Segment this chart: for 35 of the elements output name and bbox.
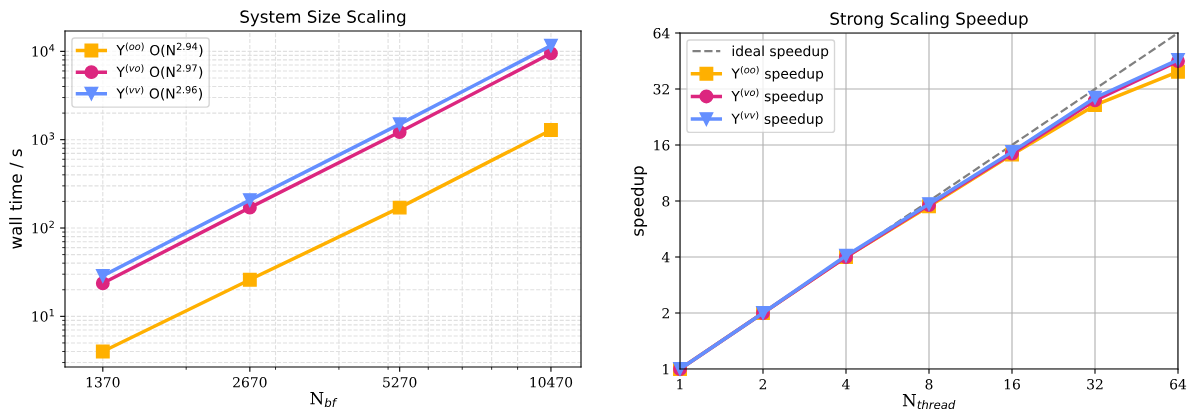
x-tick-label: 2670 xyxy=(233,376,267,388)
x-axis-title: N$_{bf}$ xyxy=(310,392,338,408)
y-tick-label: 64 xyxy=(653,27,670,39)
legend-label: ideal speedup xyxy=(732,45,829,59)
legend-label: Y$^{(oo)}$ O(N$^{2.94}$) xyxy=(116,42,203,58)
x-tick-label: 1370 xyxy=(86,376,120,388)
y-tick-label: 32 xyxy=(653,83,669,95)
x-tick-label: 16 xyxy=(1004,378,1020,390)
x-tick-label: 64 xyxy=(1170,378,1187,390)
chart-title: System Size Scaling xyxy=(240,10,406,27)
y-tick-label: 1 xyxy=(663,363,669,375)
legend-label: Y$^{(vo)}$ speedup xyxy=(731,88,823,105)
chart-title: Strong Scaling Speedup xyxy=(830,12,1028,29)
x-tick-label: 10470 xyxy=(530,376,573,388)
x-tick-label: 2 xyxy=(759,378,767,390)
x-axis-title: N$_{thread}$ xyxy=(902,394,956,410)
x-tick-label: 8 xyxy=(925,378,933,390)
x-tick-label: 1 xyxy=(677,378,683,390)
y-tick-label: 8 xyxy=(662,195,670,207)
y-tick-label: 2 xyxy=(662,307,669,319)
x-tick-label: 5270 xyxy=(383,376,417,388)
y-tick-label: 10$^{2}$ xyxy=(32,220,54,234)
legend-label: Y$^{(vo)}$ O(N$^{2.97}$) xyxy=(116,64,203,79)
x-tick-label: 32 xyxy=(1087,378,1103,390)
y-tick-label: 10$^{1}$ xyxy=(32,309,54,322)
y-tick-label: 16 xyxy=(654,139,670,151)
y-axis-title: wall time / s xyxy=(9,149,24,249)
y-tick-label: 10$^{4}$ xyxy=(32,44,55,57)
y-axis-title: speedup xyxy=(630,166,648,236)
y-tick-label: 4 xyxy=(661,251,670,263)
legend-label: Y$^{(vv)}$ speedup xyxy=(731,111,823,127)
legend-label: Y$^{(oo)}$ speedup xyxy=(731,65,824,82)
legend-label: Y$^{(vv)}$ O(N$^{2.96}$) xyxy=(116,85,203,101)
x-tick-label: 4 xyxy=(842,378,850,390)
y-tick-label: 10$^{3}$ xyxy=(32,132,55,146)
